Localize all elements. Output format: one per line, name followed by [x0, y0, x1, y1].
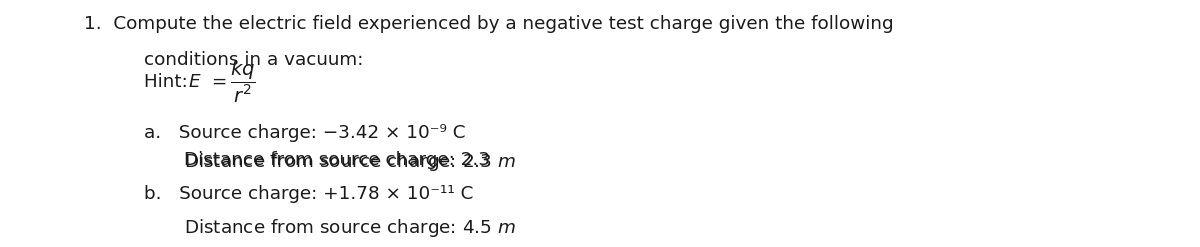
Text: $\dfrac{\mathit{kq}}{\mathit{r}^2}$: $\dfrac{\mathit{kq}}{\mathit{r}^2}$ [229, 59, 256, 105]
Text: $\mathit{E}$: $\mathit{E}$ [188, 73, 202, 91]
Text: Distance from source charge: 2.3: Distance from source charge: 2.3 [185, 150, 502, 168]
Text: Distance from source charge: 4.5 $\mathit{m}$: Distance from source charge: 4.5 $\mathi… [185, 217, 516, 239]
Text: b.   Source charge: +1.78 × 10⁻¹¹ C: b. Source charge: +1.78 × 10⁻¹¹ C [144, 185, 473, 203]
Text: a.   Source charge: −3.42 × 10⁻⁹ C: a. Source charge: −3.42 × 10⁻⁹ C [144, 124, 466, 142]
Text: =: = [206, 73, 233, 91]
Text: conditions in a vacuum:: conditions in a vacuum: [144, 51, 364, 69]
Text: Hint:: Hint: [144, 73, 193, 91]
Text: Distance from source charge: 2.3 $\mathit{m}$: Distance from source charge: 2.3 $\mathi… [185, 150, 516, 172]
Text: 1.  Compute the electric field experienced by a negative test charge given the f: 1. Compute the electric field experience… [84, 15, 894, 33]
